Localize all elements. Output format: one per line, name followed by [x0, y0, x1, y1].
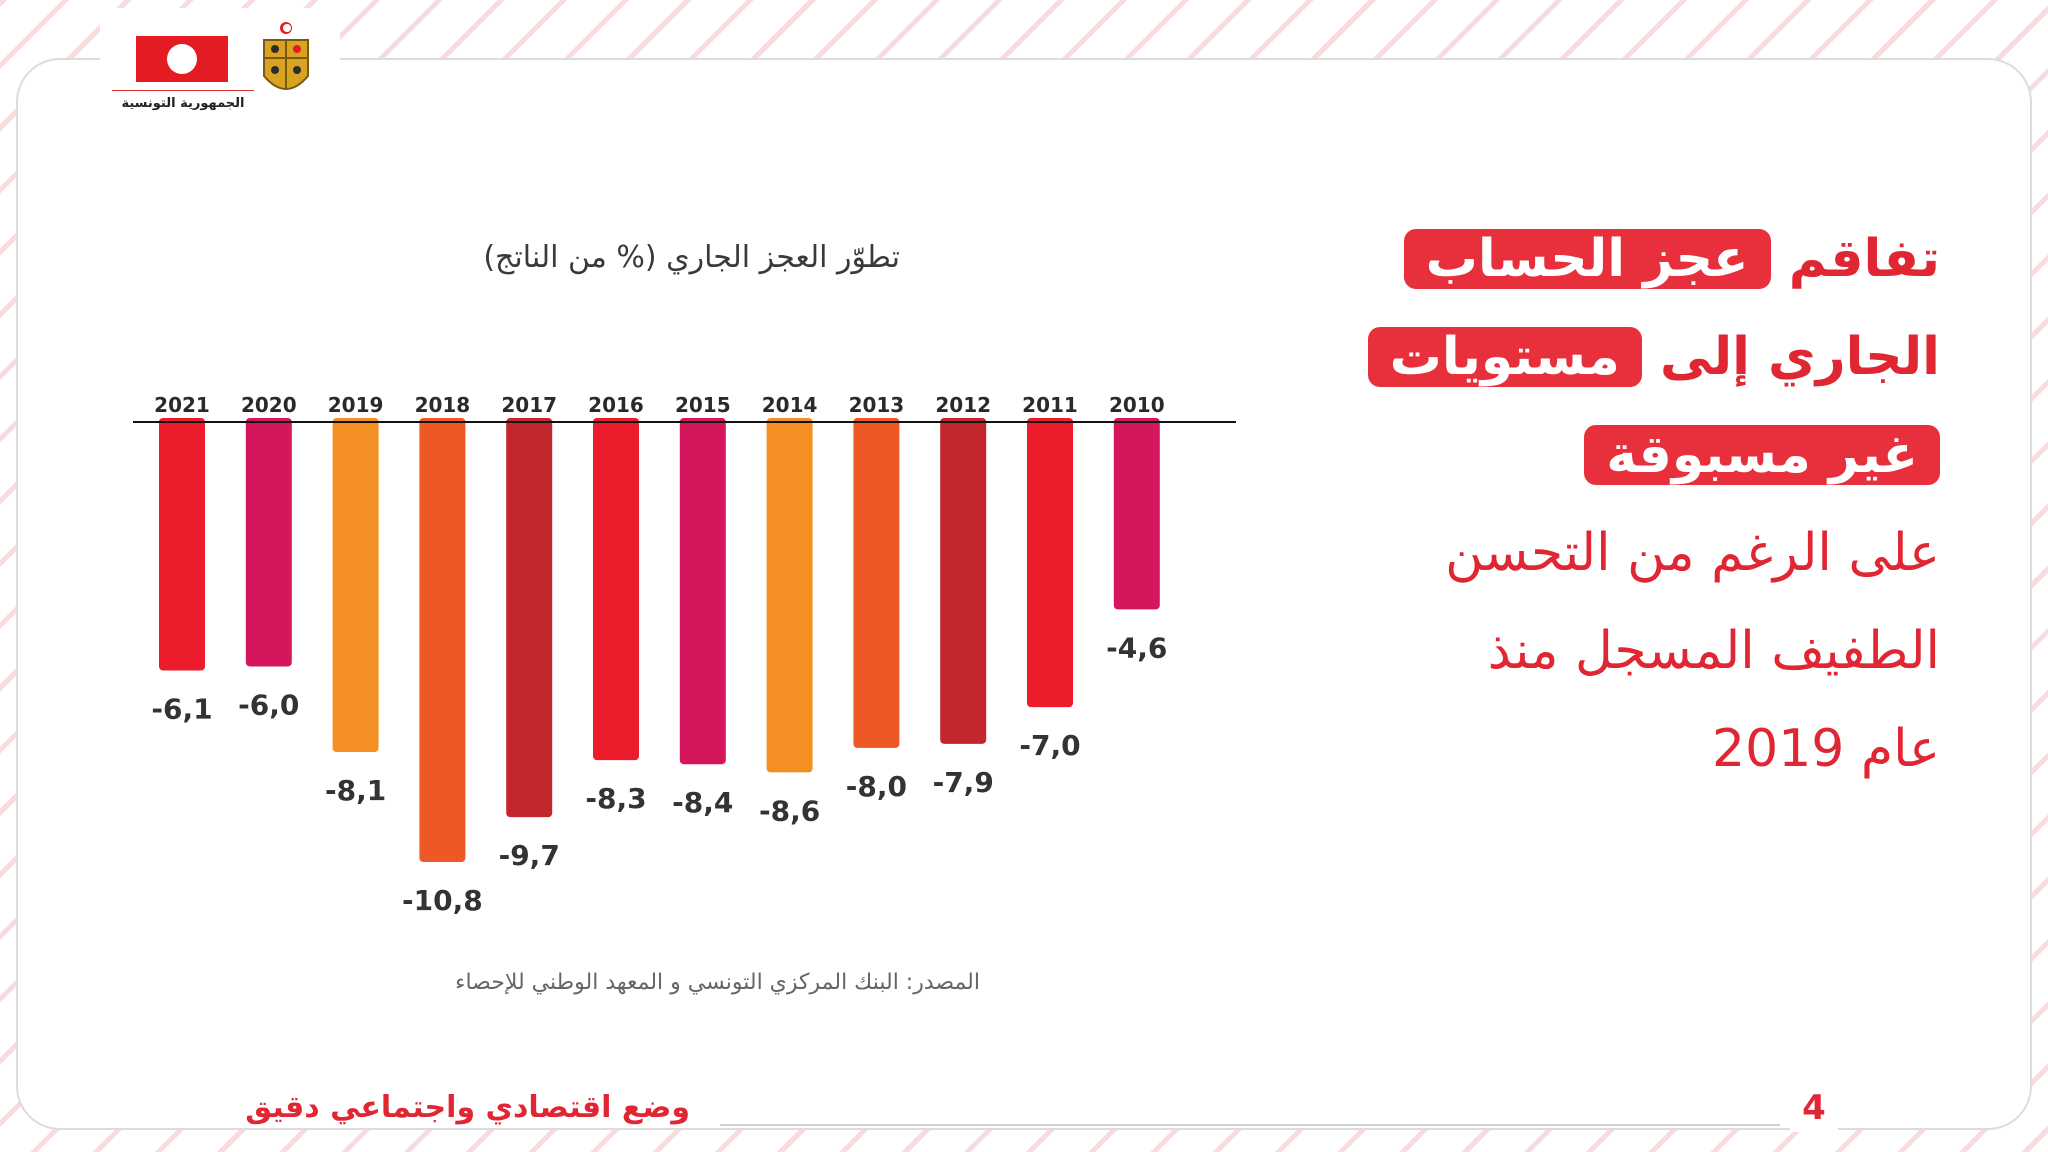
x-tick-label-2019: 2019	[328, 393, 384, 417]
headline-line-3: غير مسبوقة	[1330, 406, 1940, 504]
x-tick-label-2017: 2017	[501, 393, 557, 417]
headline-line-2-plain: الجاري إلى	[1659, 327, 1940, 387]
bar-2018	[419, 418, 466, 862]
value-label-2014: -8,6	[759, 794, 820, 827]
value-label-2018: -10,8	[402, 884, 483, 917]
bar-2017	[506, 418, 553, 818]
tunisia-flag-icon	[136, 36, 228, 82]
coat-of-arms-icon	[263, 22, 309, 90]
value-label-2012: -7,9	[933, 766, 994, 799]
bar-2012	[940, 418, 987, 744]
x-tick-label-2016: 2016	[588, 393, 644, 417]
footer-divider	[720, 1124, 1780, 1126]
headline-line-2-highlight: مستويات	[1367, 327, 1642, 387]
value-label-2017: -9,7	[499, 839, 560, 872]
bar-2016	[593, 418, 639, 761]
headline-line-5: الطفيف المسجل منذ	[1487, 621, 1940, 681]
bar-2010	[1113, 418, 1160, 610]
headline-line-6: عام 2019	[1712, 719, 1940, 779]
headline-line-3-highlight: غير مسبوقة	[1584, 425, 1940, 485]
headline-line-1: تفاقم عجز الحساب	[1330, 210, 1940, 308]
chart-title: تطوّر العجز الجاري (% من الناتج)	[483, 240, 900, 275]
bar-2013	[853, 418, 900, 748]
current-deficit-bar-chart: 2021 -6,1 2020 -6,0 2019 -8,1 2018 -10,8 2017 -9,…	[133, 393, 1236, 917]
bar-2015	[679, 418, 726, 765]
x-tick-label-2012: 2012	[935, 393, 991, 417]
republic-label: الجمهورية التونسية	[121, 96, 245, 111]
value-label-2021: -6,1	[151, 693, 212, 726]
bar-2021	[159, 418, 205, 671]
flag-crescent-icon	[167, 44, 197, 74]
value-label-2013: -8,0	[846, 770, 907, 803]
value-label-2019: -8,1	[325, 774, 386, 807]
bar-2020	[245, 418, 292, 667]
x-tick-label-2010: 2010	[1109, 393, 1165, 417]
headline-line-1-highlight: عجز الحساب	[1403, 229, 1771, 289]
bar-2011	[1027, 418, 1073, 708]
x-tick-label-2021: 2021	[154, 393, 210, 417]
value-label-2011: -7,0	[1019, 729, 1080, 762]
flag-underline	[112, 90, 254, 91]
value-label-2015: -8,4	[672, 786, 733, 819]
bar-2014	[766, 418, 813, 773]
headline-line-4: على الرغم من التحسن	[1445, 523, 1940, 583]
value-label-2020: -6,0	[238, 688, 299, 721]
value-label-2010: -4,6	[1106, 631, 1167, 664]
x-tick-label-2014: 2014	[762, 393, 818, 417]
source-note: المصدر: البنك المركزي التونسي و المعهد ا…	[455, 970, 980, 995]
headline-line-1-plain: تفاقم	[1788, 229, 1940, 289]
page-number: 4	[1790, 1088, 1838, 1132]
value-label-2016: -8,3	[585, 782, 646, 815]
bar-2019	[332, 418, 379, 752]
x-tick-label-2020: 2020	[241, 393, 297, 417]
x-tick-label-2013: 2013	[849, 393, 905, 417]
footer-subtitle: وضع اقتصادي واجتماعي دقيق	[200, 1090, 700, 1125]
headline-line-2: الجاري إلى مستويات	[1330, 308, 1940, 406]
x-tick-label-2011: 2011	[1022, 393, 1078, 417]
x-tick-label-2018: 2018	[415, 393, 471, 417]
headline: تفاقم عجز الحساب الجاري إلى مستويات غير …	[1330, 210, 1940, 798]
x-tick-label-2015: 2015	[675, 393, 731, 417]
